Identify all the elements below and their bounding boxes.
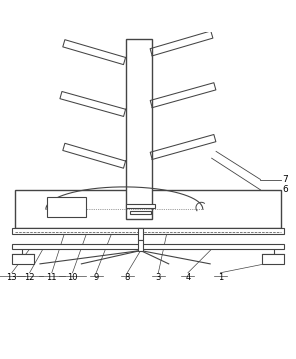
Text: 11: 11	[46, 273, 57, 282]
Text: 12: 12	[24, 273, 35, 282]
Text: 8: 8	[125, 273, 130, 282]
Bar	[130, 211, 151, 214]
Polygon shape	[150, 31, 213, 56]
Polygon shape	[63, 143, 126, 168]
Polygon shape	[60, 92, 126, 116]
Text: 9: 9	[94, 273, 99, 282]
Polygon shape	[150, 83, 216, 108]
Text: 3: 3	[156, 273, 161, 282]
Text: 13: 13	[7, 273, 17, 282]
Bar	[139, 240, 143, 251]
Bar	[12, 253, 34, 264]
Bar	[126, 39, 152, 219]
Text: 10: 10	[67, 273, 78, 282]
Bar	[262, 253, 284, 264]
Bar	[15, 190, 281, 228]
Text: 1: 1	[218, 273, 223, 282]
Text: 6: 6	[283, 185, 288, 194]
Bar	[126, 204, 155, 208]
Polygon shape	[150, 135, 216, 159]
Bar	[138, 228, 143, 240]
Bar	[47, 197, 86, 216]
Text: 4: 4	[185, 273, 191, 282]
Polygon shape	[63, 40, 126, 65]
Bar	[12, 228, 284, 234]
Bar	[12, 244, 284, 249]
Text: 7: 7	[283, 175, 288, 184]
